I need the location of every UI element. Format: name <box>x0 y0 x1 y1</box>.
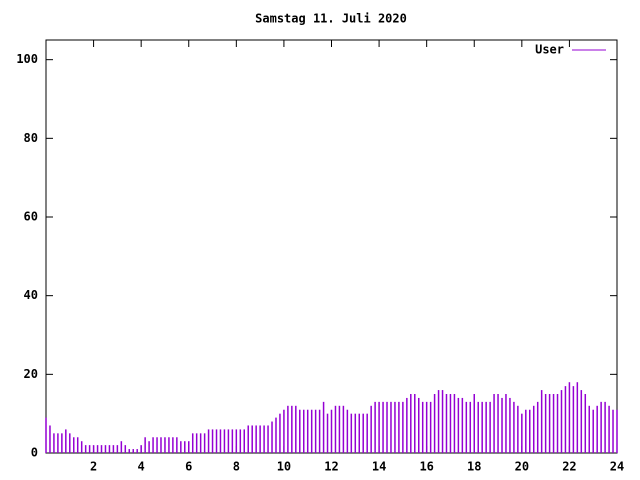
x-tick-label: 12 <box>324 460 338 474</box>
x-tick-label: 6 <box>185 460 192 474</box>
x-tick-label: 2 <box>90 460 97 474</box>
y-tick-label: 40 <box>24 288 38 302</box>
y-tick-label: 100 <box>16 52 38 66</box>
x-tick-label: 8 <box>233 460 240 474</box>
x-tick-label: 4 <box>138 460 145 474</box>
x-tick-label: 18 <box>467 460 481 474</box>
legend-label: User <box>535 43 564 57</box>
x-tick-label: 20 <box>515 460 529 474</box>
x-tick-label: 14 <box>372 460 386 474</box>
x-tick-label: 24 <box>610 460 624 474</box>
x-tick-label: 22 <box>562 460 576 474</box>
x-tick-label: 16 <box>419 460 433 474</box>
y-tick-label: 20 <box>24 367 38 381</box>
y-tick-label: 60 <box>24 210 38 224</box>
y-tick-label: 0 <box>31 446 38 460</box>
x-tick-label: 10 <box>277 460 291 474</box>
y-tick-label: 80 <box>24 131 38 145</box>
chart-title: Samstag 11. Juli 2020 <box>255 12 407 26</box>
